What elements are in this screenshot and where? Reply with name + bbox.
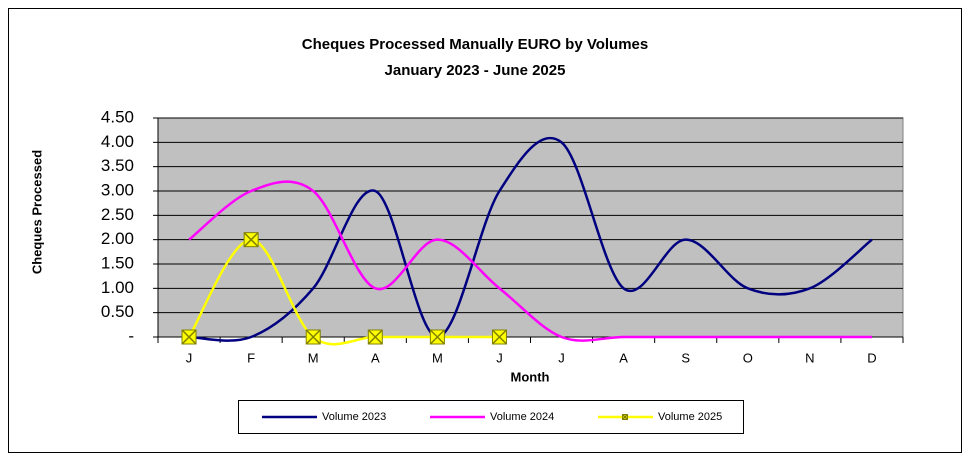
legend-label: Volume 2024 — [490, 411, 554, 423]
y-tick-label: 0.50 — [101, 302, 134, 321]
x-tick-label: F — [247, 350, 255, 365]
point-marker-cross — [181, 329, 197, 345]
x-tick-label: J — [558, 350, 565, 365]
y-tick-label: 1.50 — [101, 253, 134, 272]
x-tick-label: A — [371, 350, 380, 365]
chart-subtitle: January 2023 - June 2025 — [385, 62, 566, 79]
y-tick-label: 3.50 — [101, 156, 134, 175]
y-tick-label: 2.00 — [101, 229, 134, 248]
y-tick-label: 4.00 — [101, 132, 134, 151]
x-tick-label: S — [681, 350, 690, 365]
point-marker-cross — [429, 329, 445, 345]
y-tick-label: 3.00 — [101, 180, 134, 199]
x-tick-label: N — [805, 350, 814, 365]
point-marker-cross — [367, 329, 383, 345]
x-tick-label: O — [743, 350, 753, 365]
x-tick-label: D — [867, 350, 876, 365]
x-tick-label: M — [308, 350, 319, 365]
legend-label: Volume 2025 — [658, 411, 722, 423]
y-axis-label: Cheques Processed — [29, 150, 44, 274]
x-axis-label: Month — [511, 369, 550, 384]
point-marker-cross — [243, 232, 259, 248]
y-tick-label: 4.50 — [101, 107, 134, 126]
y-tick-label: 2.50 — [101, 205, 134, 224]
legend-marker-cross — [621, 413, 629, 421]
y-tick-label: - — [128, 326, 134, 345]
x-tick-label: J — [496, 350, 503, 365]
legend-label: Volume 2023 — [322, 411, 386, 423]
chart-title: Cheques Processed Manually EURO by Volum… — [302, 36, 649, 53]
plot-area — [157, 117, 904, 338]
x-tick-label: M — [432, 350, 443, 365]
point-marker-cross — [305, 329, 321, 345]
legend-box — [238, 400, 744, 434]
point-marker-cross — [491, 329, 507, 345]
series-line — [188, 180, 872, 342]
series-line — [188, 136, 873, 342]
x-tick-label: J — [186, 350, 193, 365]
y-tick-label: 1.00 — [101, 278, 134, 297]
x-tick-label: A — [619, 350, 628, 365]
